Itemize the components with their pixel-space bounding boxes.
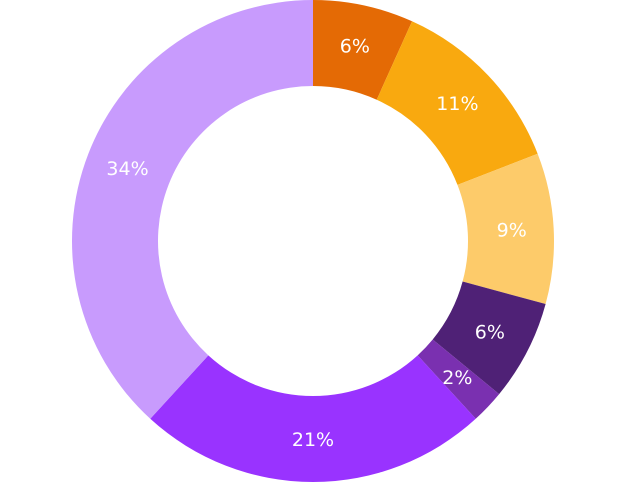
slice-label-4: 2% <box>442 367 472 389</box>
donut-slice-0 <box>313 0 413 100</box>
donut-slice-3 <box>432 281 546 395</box>
donut-slice-6 <box>71 0 313 419</box>
donut-slice-5 <box>150 355 476 482</box>
slice-label-0: 6% <box>340 35 370 57</box>
donut-slice-2 <box>457 153 555 305</box>
slice-label-3: 6% <box>475 321 505 343</box>
slice-label-6: 34% <box>106 158 148 180</box>
slice-label-5: 21% <box>292 429 334 451</box>
donut-slice-4 <box>417 339 500 419</box>
slice-label-2: 9% <box>497 219 527 241</box>
donut-slices <box>71 0 555 482</box>
slice-label-1: 11% <box>436 93 478 115</box>
donut-labels: 6% 11% 9% 6% 2% 21% 34% <box>106 35 526 451</box>
donut-slice-1 <box>376 21 538 185</box>
